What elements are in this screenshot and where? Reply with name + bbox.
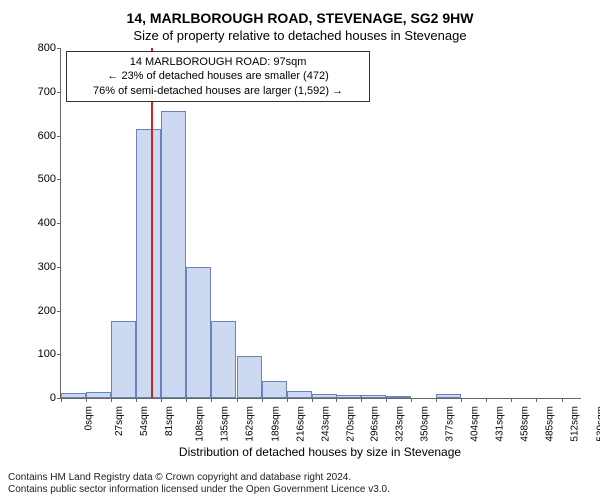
y-tick-mark (57, 179, 61, 180)
x-tick-label: 81sqm (164, 406, 175, 436)
x-tick-mark (511, 398, 512, 402)
x-tick-label: 270sqm (345, 406, 356, 442)
annotation-line-2: ← 23% of detached houses are smaller (47… (73, 69, 363, 83)
y-tick-label: 400 (38, 217, 56, 229)
x-tick-mark (262, 398, 263, 402)
histogram-bar (86, 392, 111, 398)
x-tick-label: 458sqm (520, 406, 531, 442)
y-tick-label: 500 (38, 173, 56, 185)
footer: Contains HM Land Registry data © Crown c… (8, 472, 592, 496)
x-tick-mark (237, 398, 238, 402)
y-tick-label: 200 (38, 305, 56, 317)
x-tick-label: 54sqm (139, 406, 150, 436)
x-tick-label: 216sqm (295, 406, 306, 442)
x-tick-label: 189sqm (270, 406, 281, 442)
x-tick-mark (386, 398, 387, 402)
y-tick-mark (57, 311, 61, 312)
y-tick-mark (57, 136, 61, 137)
annotation-box: 14 MARLBOROUGH ROAD: 97sqm← 23% of detac… (66, 51, 370, 102)
x-tick-mark (461, 398, 462, 402)
y-tick-label: 0 (50, 392, 56, 404)
x-tick-label: 512sqm (570, 406, 581, 442)
x-tick-label: 135sqm (220, 406, 231, 442)
histogram-bar (287, 391, 312, 398)
x-tick-label: 162sqm (245, 406, 256, 442)
x-tick-mark (411, 398, 412, 402)
x-tick-label: 323sqm (395, 406, 406, 442)
histogram-bar (361, 395, 386, 398)
x-tick-mark (486, 398, 487, 402)
x-tick-mark (161, 398, 162, 402)
x-tick-mark (136, 398, 137, 402)
x-tick-label: 485sqm (545, 406, 556, 442)
histogram-bar (336, 395, 361, 399)
x-tick-label: 0sqm (83, 406, 94, 430)
histogram-bar (136, 129, 161, 398)
x-tick-label: 377sqm (445, 406, 456, 442)
y-tick-label: 300 (38, 261, 56, 273)
histogram-bar (161, 111, 186, 398)
x-tick-mark (536, 398, 537, 402)
histogram-bar (237, 356, 262, 398)
x-tick-mark (287, 398, 288, 402)
title-sub: Size of property relative to detached ho… (0, 28, 600, 43)
x-tick-mark (111, 398, 112, 402)
footer-line-1: Contains HM Land Registry data © Crown c… (8, 472, 351, 483)
y-tick-label: 100 (38, 348, 56, 360)
x-tick-mark (211, 398, 212, 402)
x-tick-mark (61, 398, 62, 402)
histogram-bar (262, 381, 287, 399)
histogram-bar (61, 393, 86, 398)
y-tick-mark (57, 223, 61, 224)
y-tick-mark (57, 267, 61, 268)
footer-line-2: Contains public sector information licen… (8, 484, 390, 495)
x-tick-mark (86, 398, 87, 402)
x-tick-mark (186, 398, 187, 402)
x-tick-mark (562, 398, 563, 402)
title-main: 14, MARLBOROUGH ROAD, STEVENAGE, SG2 9HW (0, 10, 600, 26)
x-tick-label: 350sqm (420, 406, 431, 442)
x-tick-label: 296sqm (369, 406, 380, 442)
y-tick-label: 800 (38, 42, 56, 54)
x-tick-mark (336, 398, 337, 402)
x-tick-label: 539sqm (595, 406, 600, 442)
y-tick-mark (57, 48, 61, 49)
histogram-bar (386, 396, 411, 398)
histogram-bar (312, 394, 337, 398)
x-tick-mark (361, 398, 362, 402)
x-tick-mark (312, 398, 313, 402)
annotation-line-1: 14 MARLBOROUGH ROAD: 97sqm (73, 55, 363, 69)
x-tick-label: 243sqm (320, 406, 331, 442)
x-axis-label: Distribution of detached houses by size … (60, 445, 580, 459)
chart-container: 14, MARLBOROUGH ROAD, STEVENAGE, SG2 9HW… (0, 0, 600, 500)
y-tick-label: 700 (38, 86, 56, 98)
x-tick-mark (436, 398, 437, 402)
x-tick-label: 404sqm (470, 406, 481, 442)
histogram-bar (436, 394, 461, 398)
y-tick-mark (57, 354, 61, 355)
histogram-bar (211, 321, 236, 398)
y-tick-mark (57, 92, 61, 93)
x-tick-label: 431sqm (495, 406, 506, 442)
x-tick-label: 27sqm (114, 406, 125, 436)
histogram-bar (111, 321, 136, 398)
y-tick-label: 600 (38, 130, 56, 142)
plot-area: 01002003004005006007008000sqm27sqm54sqm8… (60, 48, 581, 399)
x-tick-label: 108sqm (195, 406, 206, 442)
annotation-line-3: 76% of semi-detached houses are larger (… (73, 84, 363, 98)
histogram-bar (186, 267, 211, 398)
